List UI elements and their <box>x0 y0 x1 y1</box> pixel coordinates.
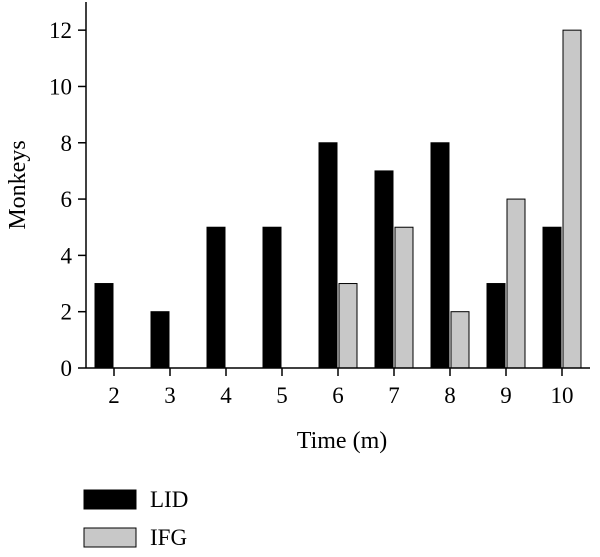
y-tick-label: 0 <box>61 356 73 381</box>
bar-lid-2 <box>94 283 114 369</box>
x-axis-title: Time (m) <box>297 428 387 454</box>
legend: LID IFG <box>83 487 188 550</box>
bar-lid-7 <box>374 170 394 369</box>
x-tick-label: 9 <box>500 383 512 408</box>
x-tick-label: 4 <box>220 383 232 408</box>
bar-lid-6 <box>318 142 338 369</box>
bar-ifg-7 <box>394 226 414 369</box>
x-tick-label: 3 <box>164 383 176 408</box>
x-tick-label: 2 <box>108 383 120 408</box>
legend-label-ifg: IFG <box>150 525 187 550</box>
x-tick-label: 8 <box>444 383 456 408</box>
bar-lid-10 <box>542 226 562 369</box>
bars-layer <box>94 29 582 369</box>
bar-ifg-9 <box>506 198 526 369</box>
bar-lid-9 <box>486 283 506 369</box>
x-tick-label: 5 <box>276 383 288 408</box>
y-tick-label: 10 <box>49 74 72 99</box>
y-axis-ticks: 0 2 4 6 8 10 12 <box>49 18 86 381</box>
bar-lid-5 <box>262 226 282 369</box>
bar-lid-3 <box>150 311 170 369</box>
legend-label-lid: LID <box>150 487 188 512</box>
x-tick-label: 10 <box>551 383 574 408</box>
bar-ifg-6 <box>338 283 358 369</box>
legend-swatch-lid <box>83 489 137 510</box>
bar-ifg-8 <box>450 311 470 369</box>
y-tick-label: 12 <box>49 18 72 43</box>
y-tick-label: 6 <box>61 187 73 212</box>
x-axis-ticks: 2 3 4 5 6 7 8 9 10 <box>108 368 574 408</box>
x-tick-label: 7 <box>388 383 400 408</box>
bar-lid-8 <box>430 142 450 369</box>
y-tick-label: 4 <box>61 243 73 268</box>
bar-ifg-10 <box>562 29 582 369</box>
y-tick-label: 8 <box>61 131 73 156</box>
x-tick-label: 6 <box>332 383 344 408</box>
y-axis-title: Monkeys <box>5 140 31 229</box>
legend-swatch-ifg <box>83 527 137 548</box>
bar-lid-4 <box>206 226 226 369</box>
y-tick-label: 2 <box>61 300 73 325</box>
